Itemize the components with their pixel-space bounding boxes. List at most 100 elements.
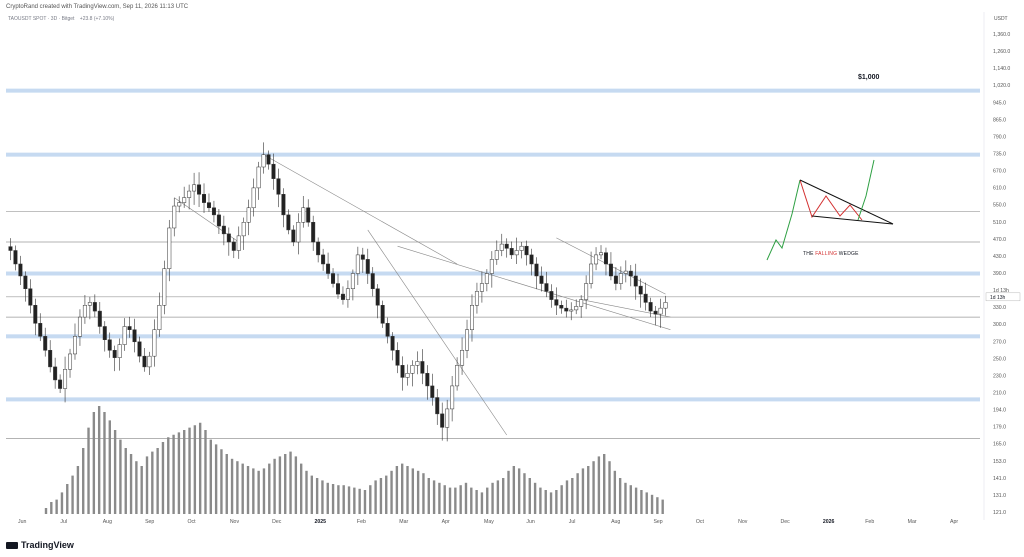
candle-body	[197, 184, 202, 195]
time-tick-label: 2026	[823, 519, 835, 525]
candle-body	[484, 273, 489, 284]
candle-body	[38, 323, 43, 337]
price-tick-label: 121.0	[993, 510, 1006, 516]
time-tick-label: Jul	[569, 519, 576, 525]
candle-body	[544, 283, 549, 292]
candle-body	[336, 283, 340, 295]
candle-body	[499, 243, 504, 251]
time-tick-label: Jun	[526, 519, 534, 525]
candle-body	[400, 365, 405, 378]
candle-body	[157, 305, 162, 330]
candle-body	[216, 214, 221, 227]
candlesticks	[8, 142, 668, 442]
candle-body	[326, 263, 331, 274]
trend-line	[581, 299, 671, 318]
time-tick-label: Sep	[653, 519, 662, 525]
candle-body	[192, 184, 197, 192]
time-tick-label: Apr	[950, 519, 958, 525]
candle-body	[206, 202, 211, 209]
candle-body	[221, 225, 226, 235]
candle-body	[281, 194, 286, 216]
time-tick-label: Sep	[145, 519, 154, 525]
pattern-highlight: FALLING	[815, 251, 838, 257]
candle-body	[415, 361, 420, 366]
price-tick-label: 1,360.0	[993, 32, 1010, 38]
price-tick-label: 210.0	[993, 391, 1006, 397]
time-tick-label: May	[484, 519, 494, 525]
candle-body	[117, 344, 122, 358]
candle-body	[48, 350, 53, 368]
candle-body	[420, 361, 425, 374]
candle-body	[618, 273, 623, 284]
time-tick-label: Dec	[272, 519, 282, 525]
price-tick-label: 270.0	[993, 339, 1006, 345]
level-zone	[6, 88, 980, 93]
trend-lines	[174, 154, 671, 436]
candle-body	[167, 227, 172, 269]
candle-body	[599, 252, 603, 256]
candle-body	[266, 154, 271, 165]
price-tick-label: 865.0	[993, 117, 1006, 123]
time-tick-label: Aug	[611, 519, 620, 525]
candle-body	[385, 323, 390, 337]
time-tick-label: Aug	[103, 519, 112, 525]
candle-body	[53, 366, 58, 381]
candle-body	[569, 309, 574, 312]
candle-body	[202, 194, 207, 203]
candle-body	[286, 214, 291, 231]
candle-body	[296, 222, 301, 243]
pattern-prefix: THE	[803, 251, 816, 257]
time-axis: Jun Jul Aug Sep Oct Nov Dec 2025 Feb Mar Apr May Jun…	[18, 519, 958, 525]
candle-body	[345, 288, 350, 300]
candle-body	[365, 259, 370, 274]
candle-body	[395, 350, 400, 366]
author-line: CryptoRand created with TradingView.com,…	[6, 4, 189, 10]
candle-body	[82, 305, 87, 318]
candle-body	[73, 336, 77, 355]
candle-body	[23, 275, 28, 289]
candle-body	[465, 329, 470, 351]
level-zone	[6, 397, 980, 402]
price-badge	[985, 292, 1021, 302]
candle-body	[430, 385, 435, 398]
candle-body	[579, 299, 584, 307]
price-badge-label: 1d 13h	[990, 295, 1006, 301]
candle-body	[321, 254, 326, 265]
candle-body	[474, 291, 479, 306]
candle-body	[43, 336, 48, 351]
candle-body	[534, 263, 539, 277]
candle-body	[529, 254, 534, 265]
price-tick-label: 510.0	[993, 220, 1006, 226]
price-tick-label: 165.0	[993, 442, 1006, 448]
candle-body	[112, 350, 117, 358]
candle-body	[514, 250, 519, 256]
time-tick-label: Oct	[696, 519, 705, 525]
level-zone	[6, 152, 980, 157]
candle-body	[162, 268, 167, 306]
price-tick-label: 550.0	[993, 203, 1006, 209]
price-unit: USDT	[994, 16, 1008, 22]
candle-body	[13, 250, 18, 265]
price-tick-label: 330.0	[993, 305, 1006, 311]
price-tick-label: 670.0	[993, 169, 1006, 175]
price-tick-label: 250.0	[993, 356, 1006, 362]
tradingview-logo[interactable]: TradingView	[6, 540, 74, 550]
price-tick-label: 1,140.0	[993, 66, 1010, 72]
candle-body	[410, 365, 415, 374]
time-tick-label: 2025	[315, 519, 327, 525]
candle-body	[92, 302, 97, 312]
candle-body	[97, 310, 102, 327]
time-tick-label: Dec	[781, 519, 791, 525]
candle-body	[276, 178, 281, 195]
candle-body	[58, 379, 63, 389]
price-target-label: $1,000	[858, 74, 880, 81]
price-tick-label: 790.0	[993, 134, 1006, 140]
candle-body	[549, 291, 554, 300]
time-tick-label: Mar	[399, 519, 408, 525]
price-tick-label: 430.0	[993, 254, 1006, 260]
candle-body	[291, 229, 296, 243]
level-zone	[6, 334, 980, 339]
symbol-legend[interactable]: TAOUSDT SPOT · 3D · Bitget +23.8 (+7.10%…	[8, 16, 118, 22]
candle-body	[350, 273, 355, 289]
